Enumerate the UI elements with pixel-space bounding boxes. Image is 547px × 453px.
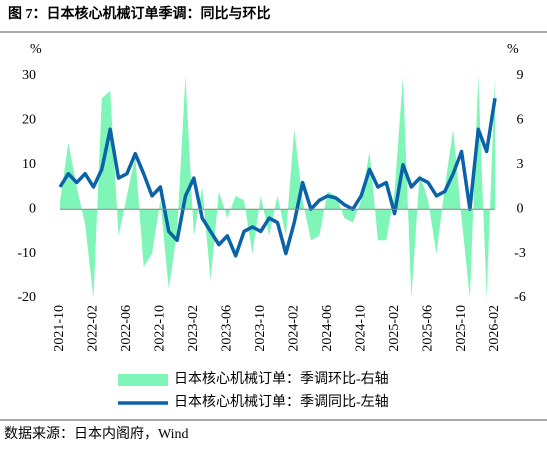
x-tick-label: 2023-10: [253, 305, 268, 352]
y-axis-label: %: [30, 42, 42, 57]
y2-axis-label: %: [507, 42, 519, 57]
y-tick-label: -10: [17, 246, 36, 261]
legend-label: 日本核心机械订单：季调环比-右轴: [174, 371, 389, 387]
y-tick-label: 0: [29, 201, 36, 216]
y2-tick-label: 6: [517, 113, 524, 128]
y-tick-label: -20: [17, 290, 36, 305]
x-tick-label: 2024-10: [353, 305, 368, 352]
x-tick-label: 2025-10: [454, 305, 469, 352]
legend-swatch: [118, 374, 168, 386]
x-tick-label: 2025-06: [420, 305, 435, 352]
y2-tick-label: -3: [514, 246, 526, 261]
y-tick-label: 10: [22, 157, 36, 172]
line: [58, 97, 497, 258]
x-tick-label: 2026-02: [487, 305, 502, 352]
x-tick-label: 2022-10: [153, 305, 168, 352]
x-tick-label: 2025-02: [387, 305, 402, 352]
y2-tick-label: 9: [517, 68, 524, 83]
y2-tick-label: 0: [517, 201, 524, 216]
x-tick-label: 2023-02: [186, 305, 201, 352]
y2-tick-label: 3: [517, 157, 524, 172]
x-tick-label: 2024-02: [286, 305, 301, 352]
x-tick-label: 2024-06: [320, 305, 335, 352]
x-tick-label: 2021-10: [52, 305, 67, 352]
x-tick-label: 2023-06: [220, 305, 235, 352]
y-tick-label: 30: [22, 68, 36, 83]
chart-title: 图 7：日本核心机械订单季调：同比与环比: [8, 5, 271, 22]
y2-tick-label: -6: [514, 290, 526, 305]
area: [60, 76, 495, 298]
x-tick-label: 2022-02: [86, 305, 101, 352]
y-tick-label: 20: [22, 113, 36, 128]
source: 数据来源：日本内阁府，Wind: [4, 426, 189, 442]
legend-label: 日本核心机械订单：季调同比-左轴: [174, 394, 389, 410]
x-tick-label: 2022-06: [119, 305, 134, 352]
